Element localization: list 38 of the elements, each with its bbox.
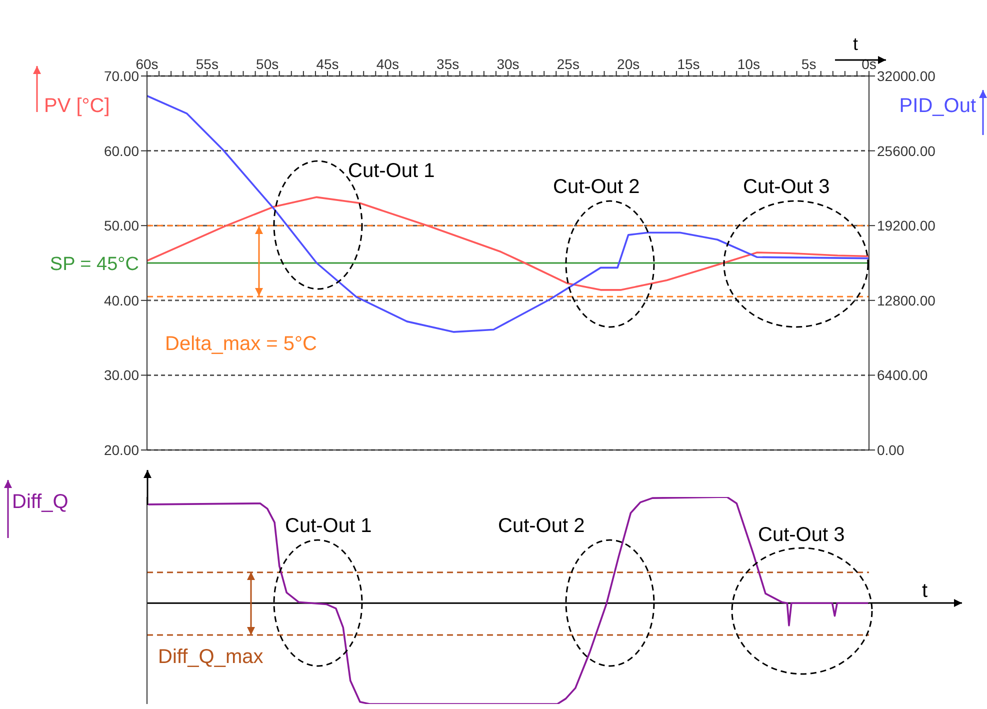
line-series [147,94,869,333]
annotation: Diff_Q_max [158,646,264,668]
annotation: Cut-Out 2 [498,515,585,537]
x-tick-label: 30s [496,56,520,72]
y2-tick-label: 6400.00 [877,367,928,384]
ref-line-label: SP = 45°C [50,254,139,275]
x-tick-label: 15s [677,56,700,72]
annotation: Cut-Out 1 [348,160,435,182]
y-tick-label: 40.00 [104,292,140,308]
y-axis-title: PV [°C] [44,95,110,117]
annotation: Cut-Out 3 [758,524,845,546]
x-tick-label: 25s [556,56,580,72]
x-tick-label: 35s [436,56,460,72]
x-tick-label: 45s [316,56,339,72]
y2-tick-label: 25600.00 [877,142,936,159]
y-tick-label: 60.00 [104,142,140,159]
x-axis-title: t [922,580,928,602]
y2-tick-label: 0.00 [877,442,904,458]
annotation: Cut-Out 1 [285,515,372,537]
x-axis-title: t [853,34,858,54]
annotation: Delta_max = 5°C [165,333,317,355]
x-tick-label: 20s [617,56,640,72]
y-axis-title: Diff_Q [12,491,68,513]
x-tick-label: 10s [737,56,760,72]
x-tick-label: 55s [196,56,218,72]
x-tick-label: 50s [256,56,279,72]
y-tick-label: 30.00 [104,367,140,384]
y2-axis-title: PID_Out [899,95,976,117]
x-tick-label: 5s [801,56,816,72]
annotation: Cut-Out 2 [553,176,640,198]
y2-tick-label: 19200.00 [877,218,936,234]
y2-tick-label: 32000.00 [877,68,936,84]
annotation: Cut-Out 3 [743,176,830,198]
x-tick-label: 40s [376,56,399,72]
line-series [147,196,869,291]
y-tick-label: 20.00 [104,442,140,458]
y-tick-label: 50.00 [104,218,140,234]
y2-tick-label: 12800.00 [877,292,936,308]
